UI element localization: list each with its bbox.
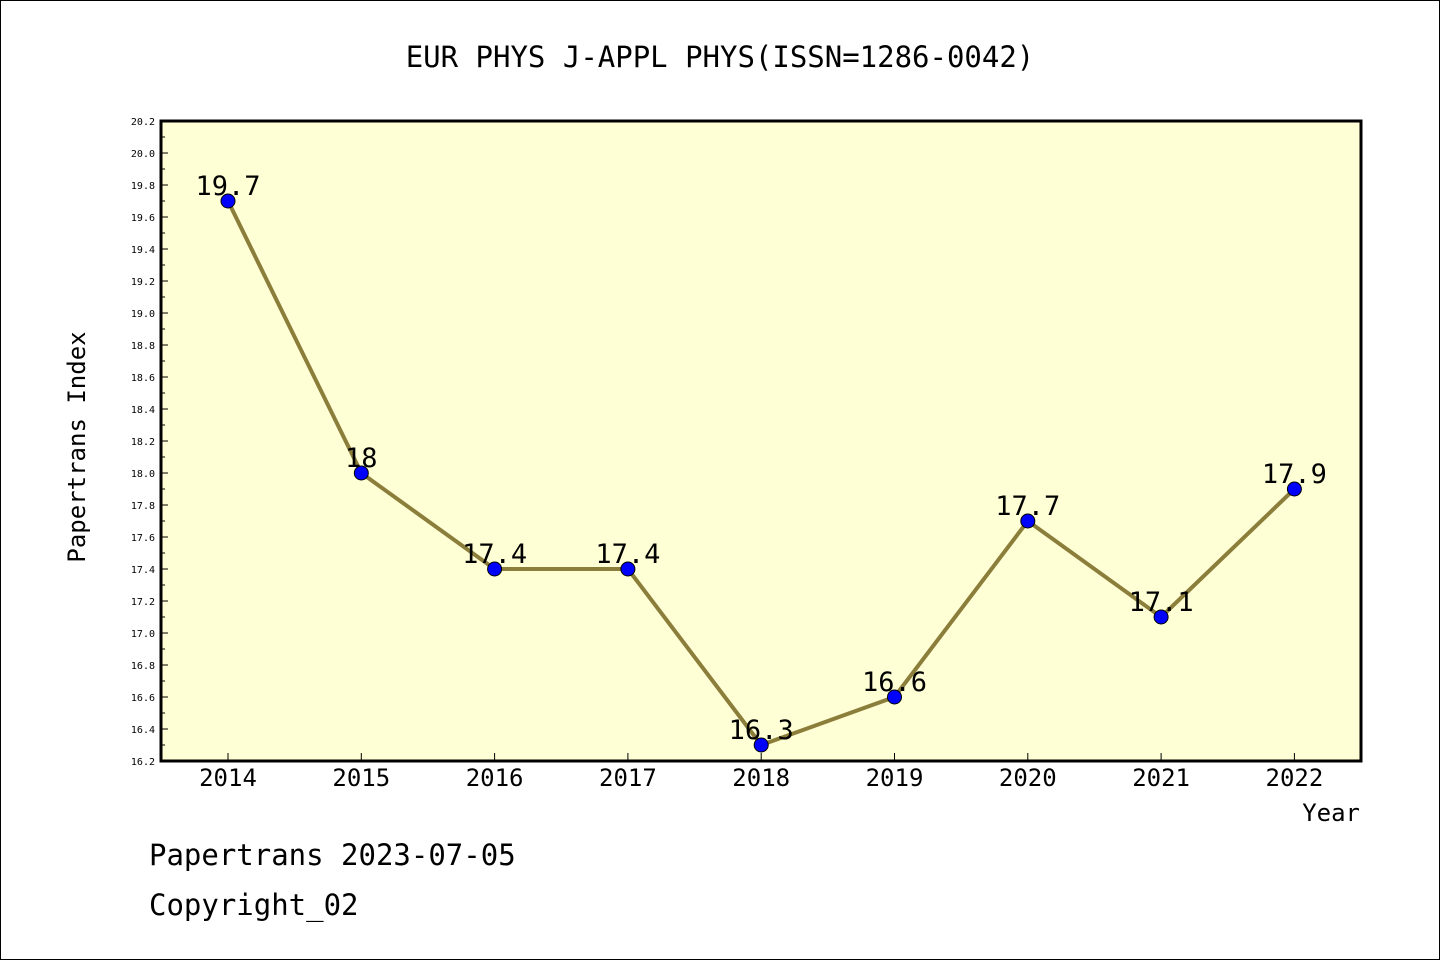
data-point-marker bbox=[353, 465, 369, 481]
footer-copyright: Copyright_02 bbox=[149, 888, 359, 923]
data-label: 17.7 bbox=[995, 491, 1060, 522]
data-label: 17.9 bbox=[1262, 459, 1327, 490]
y-tick-label: 18.2 bbox=[131, 437, 155, 448]
x-tick-label: 2022 bbox=[1266, 764, 1324, 792]
chart-title: EUR PHYS J-APPL PHYS(ISSN=1286-0042) bbox=[406, 40, 1035, 74]
data-label: 17.4 bbox=[462, 539, 527, 570]
y-tick-label: 16.4 bbox=[131, 725, 155, 736]
x-tick-label: 2017 bbox=[599, 764, 657, 792]
y-tick-label: 19.6 bbox=[131, 213, 155, 224]
y-axis-title: Papertrans Index bbox=[63, 331, 91, 562]
y-tick-label: 17.4 bbox=[131, 565, 155, 576]
x-tick-label: 2020 bbox=[999, 764, 1057, 792]
y-tick-label: 20.0 bbox=[131, 149, 155, 160]
y-axis: 16.2 16.4 16.6 16.8 17.0 17.2 17.4 17.6 17.8 18.0… bbox=[131, 117, 168, 768]
y-tick-label: 17.8 bbox=[131, 501, 155, 512]
y-tick-label: 18.6 bbox=[131, 373, 155, 384]
x-tick-label: 2015 bbox=[332, 764, 390, 792]
y-tick-label: 16.8 bbox=[131, 661, 155, 672]
footer-date: Papertrans 2023-07-05 bbox=[149, 838, 516, 872]
y-tick-label: 17.0 bbox=[131, 629, 155, 640]
data-label: 17.1 bbox=[1129, 587, 1194, 618]
x-tick-label: 2019 bbox=[866, 764, 924, 792]
plot-area bbox=[161, 121, 1361, 761]
y-tick-label: 20.2 bbox=[131, 117, 155, 128]
data-label: 18 bbox=[345, 443, 378, 474]
data-label: 19.7 bbox=[195, 171, 260, 202]
x-tick-label: 2018 bbox=[732, 764, 790, 792]
x-axis-title: Year bbox=[1302, 799, 1360, 827]
y-tick-label: 16.2 bbox=[131, 757, 155, 768]
data-point-marker bbox=[1286, 481, 1302, 497]
data-point-marker bbox=[887, 689, 902, 705]
x-axis: 2014 2015 2016 2017 2018 2019 2020 2021 2022 bbox=[199, 753, 1323, 792]
y-tick-label: 18.8 bbox=[131, 341, 155, 352]
x-tick-label: 2021 bbox=[1132, 764, 1190, 792]
data-labels-group: 19.7 18 17.4 17.4 16.3 16.6 17.7 17.1 17.9 bbox=[195, 171, 1326, 746]
data-label: 16.6 bbox=[862, 667, 927, 698]
data-point-marker bbox=[753, 737, 769, 753]
plot-frame bbox=[159, 119, 1363, 763]
y-tick-label: 18.0 bbox=[131, 469, 155, 480]
y-tick-label: 16.6 bbox=[131, 693, 155, 704]
y-tick-label: 18.4 bbox=[131, 405, 155, 416]
data-point-marker bbox=[487, 561, 503, 577]
data-label: 16.3 bbox=[729, 715, 794, 746]
x-tick-label: 2016 bbox=[466, 764, 524, 792]
data-point-marker bbox=[620, 561, 636, 577]
y-tick-label: 19.2 bbox=[131, 277, 155, 288]
y-tick-label: 17.2 bbox=[131, 597, 155, 608]
y-tick-label: 19.8 bbox=[131, 181, 155, 192]
markers-group bbox=[220, 193, 1302, 753]
y-tick-label: 19.4 bbox=[131, 245, 155, 256]
data-point-marker bbox=[1020, 513, 1036, 529]
data-point-marker bbox=[220, 193, 236, 209]
data-point-marker bbox=[1153, 609, 1169, 625]
data-label: 17.4 bbox=[595, 539, 660, 570]
y-tick-label: 17.6 bbox=[131, 533, 155, 544]
x-tick-label: 2014 bbox=[199, 764, 257, 792]
y-tick-label: 19.0 bbox=[131, 309, 155, 320]
